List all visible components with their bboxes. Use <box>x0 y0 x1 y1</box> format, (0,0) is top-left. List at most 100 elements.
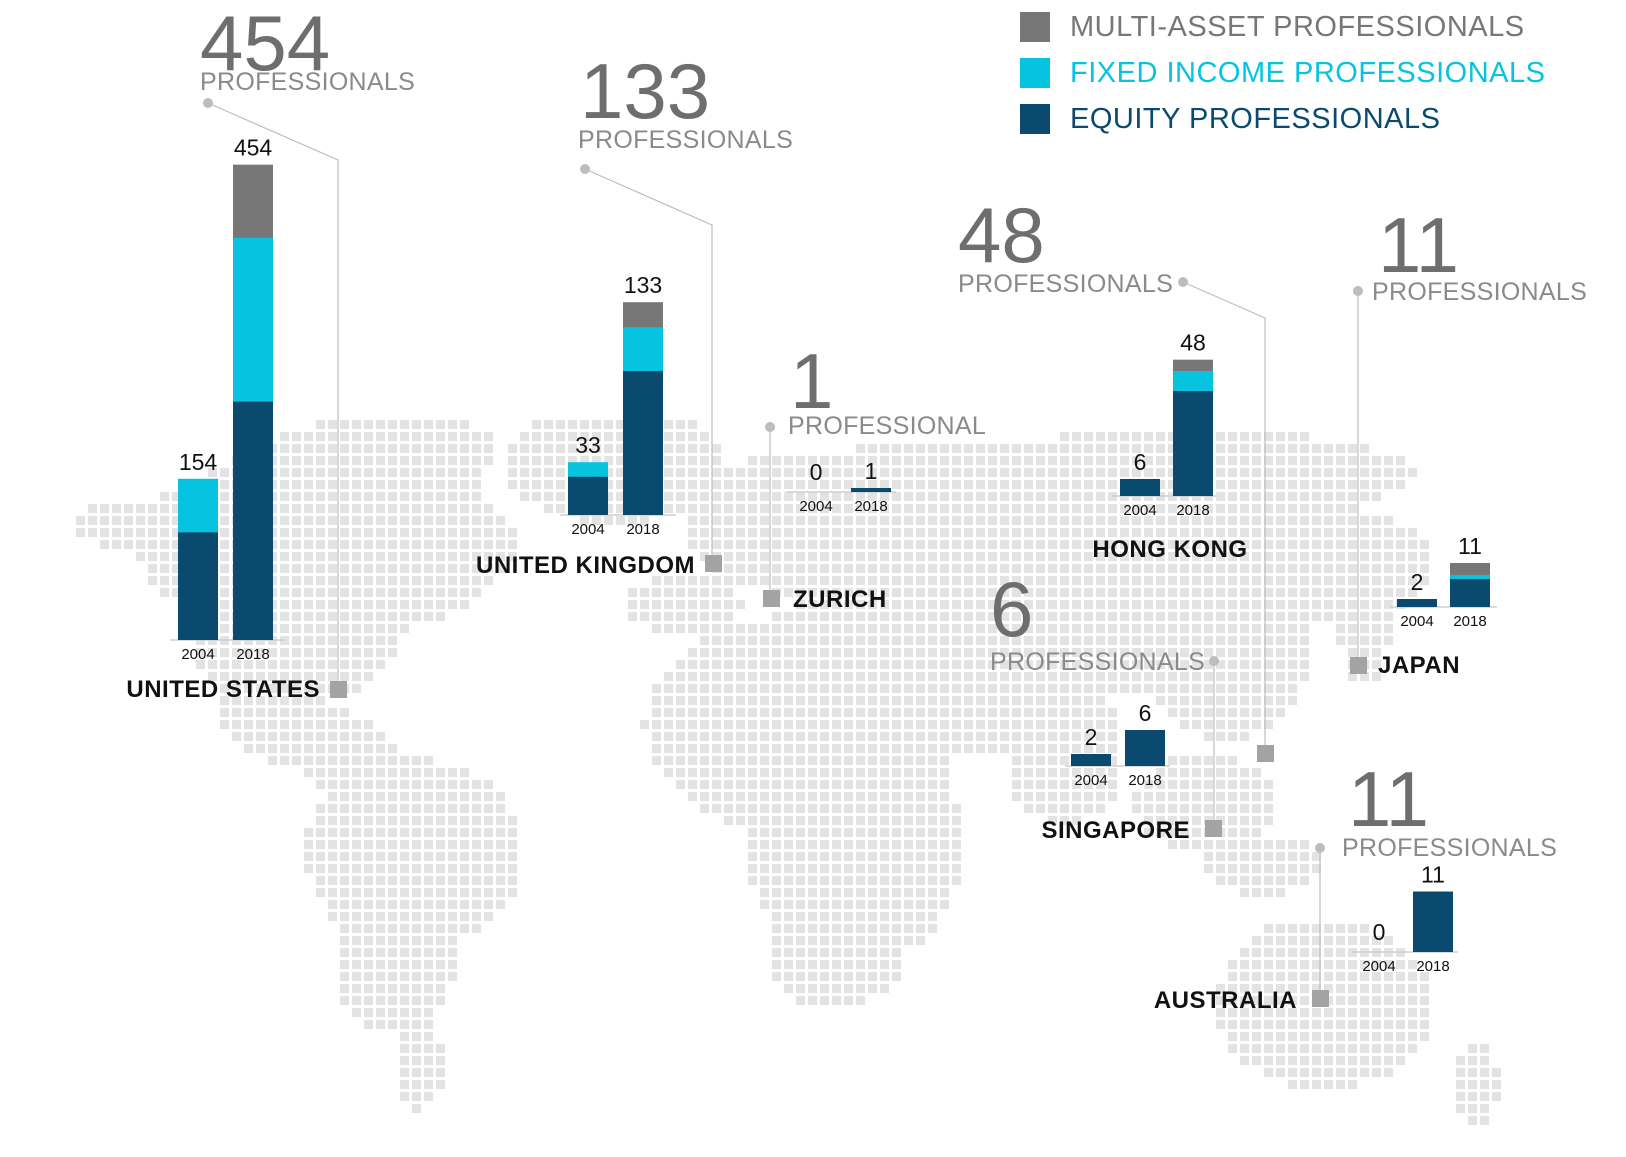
value-label-2018: 11 <box>1458 533 1482 559</box>
total-number: 133 <box>580 47 710 135</box>
location-marker <box>330 681 347 698</box>
total-number: 11 <box>1378 201 1459 289</box>
bar-2018-multi-asset <box>623 302 663 328</box>
value-label-2004: 0 <box>1373 919 1386 945</box>
city-label: JAPAN <box>1378 652 1460 679</box>
leader-line <box>1182 281 1266 752</box>
value-label-2018: 454 <box>234 135 273 161</box>
professionals-label: PROFESSIONAL <box>788 412 986 440</box>
bar-2004-equity <box>1071 754 1111 766</box>
year-label-2018: 2018 <box>626 521 659 538</box>
bar-2004-equity <box>1120 478 1160 496</box>
bar-2018-equity <box>1125 730 1165 766</box>
city-label: UNITED KINGDOM <box>476 552 695 579</box>
bar-2018-multi-asset <box>233 164 273 238</box>
value-label-2004: 2 <box>1411 569 1424 595</box>
professionals-label: PROFESSIONALS <box>958 270 1173 298</box>
value-label-2018: 48 <box>1180 330 1206 356</box>
year-label-2018: 2018 <box>236 646 269 663</box>
value-label-2004: 33 <box>575 432 601 458</box>
year-label-2018: 2018 <box>1176 502 1209 519</box>
location-marker <box>1350 657 1367 674</box>
value-label-2004: 154 <box>179 449 218 475</box>
leader-dot <box>765 422 775 432</box>
year-label-2004: 2004 <box>1362 958 1395 975</box>
bar-2004-equity <box>178 532 218 640</box>
city-label: AUSTRALIA <box>1154 987 1297 1014</box>
leader-dot <box>1353 286 1363 296</box>
bar-2018-equity <box>1413 891 1453 952</box>
leader-dot <box>203 98 213 108</box>
legend-label-multi-asset: MULTI-ASSET PROFESSIONALS <box>1070 10 1525 43</box>
value-label-2018: 6 <box>1139 700 1152 726</box>
bar-2018-fixed-income <box>233 237 273 402</box>
bar-2004-equity <box>568 476 608 515</box>
bar-2018-fixed-income <box>1173 371 1213 391</box>
city-label: HONG KONG <box>1092 536 1247 563</box>
value-label-2018: 1 <box>865 458 878 484</box>
bar-2004-equity <box>1397 599 1437 607</box>
value-label-2018: 11 <box>1421 862 1445 888</box>
leader-dot <box>580 164 590 174</box>
location-marker <box>705 555 722 572</box>
legend: MULTI-ASSET PROFESSIONALS FIXED INCOME P… <box>1020 4 1545 142</box>
bar-2018-fixed-income <box>1450 575 1490 579</box>
leader-dot <box>1209 656 1219 666</box>
professionals-label: PROFESSIONALS <box>1342 834 1557 862</box>
leader-line <box>584 168 713 560</box>
bar-2018-equity <box>233 401 273 640</box>
total-number: 1 <box>790 337 833 425</box>
year-label-2018: 2018 <box>854 498 887 515</box>
bar-2004-fixed-income <box>178 478 218 533</box>
legend-label-fixed-income: FIXED INCOME PROFESSIONALS <box>1070 56 1546 89</box>
year-label-2004: 2004 <box>1074 772 1107 789</box>
year-label-2004: 2004 <box>799 498 832 515</box>
bar-2018-equity <box>1173 390 1213 496</box>
legend-item-equity: EQUITY PROFESSIONALS <box>1020 96 1545 142</box>
leader-dot <box>1178 277 1188 287</box>
legend-swatch-equity <box>1020 104 1050 134</box>
location-marker <box>763 590 780 607</box>
location-marker <box>1257 745 1274 762</box>
value-label-2004: 0 <box>810 459 823 485</box>
year-label-2018: 2018 <box>1128 772 1161 789</box>
bar-2018-equity <box>851 488 891 492</box>
total-number: 11 <box>1348 755 1429 843</box>
year-label-2004: 2004 <box>571 521 604 538</box>
bar-2004-fixed-income <box>568 462 608 477</box>
professionals-label: PROFESSIONALS <box>578 126 793 154</box>
city-label: ZURICH <box>793 586 887 613</box>
leader-dot <box>1315 843 1325 853</box>
bar-2018-fixed-income <box>623 327 663 371</box>
professionals-label: PROFESSIONALS <box>200 68 415 96</box>
bar-2018-equity <box>1450 579 1490 607</box>
total-number: 454 <box>200 0 330 87</box>
professionals-label: PROFESSIONALS <box>1372 278 1587 306</box>
year-label-2018: 2018 <box>1453 613 1486 630</box>
value-label-2004: 2 <box>1085 724 1098 750</box>
total-number: 48 <box>958 191 1045 279</box>
bar-2018-multi-asset <box>1450 563 1490 575</box>
year-label-2004: 2004 <box>181 646 214 663</box>
year-label-2018: 2018 <box>1416 958 1449 975</box>
year-label-2004: 2004 <box>1400 613 1433 630</box>
city-label: SINGAPORE <box>1041 817 1190 844</box>
legend-swatch-fixed-income <box>1020 58 1050 88</box>
value-label-2004: 6 <box>1134 449 1147 475</box>
city-label: UNITED STATES <box>126 676 320 703</box>
leader-line <box>207 102 339 688</box>
professionals-label: PROFESSIONALS <box>990 648 1205 676</box>
legend-item-fixed-income: FIXED INCOME PROFESSIONALS <box>1020 50 1545 96</box>
bar-2018-multi-asset <box>1173 359 1213 372</box>
legend-item-multi-asset: MULTI-ASSET PROFESSIONALS <box>1020 4 1545 50</box>
bar-2018-equity <box>623 371 663 515</box>
legend-label-equity: EQUITY PROFESSIONALS <box>1070 102 1441 135</box>
